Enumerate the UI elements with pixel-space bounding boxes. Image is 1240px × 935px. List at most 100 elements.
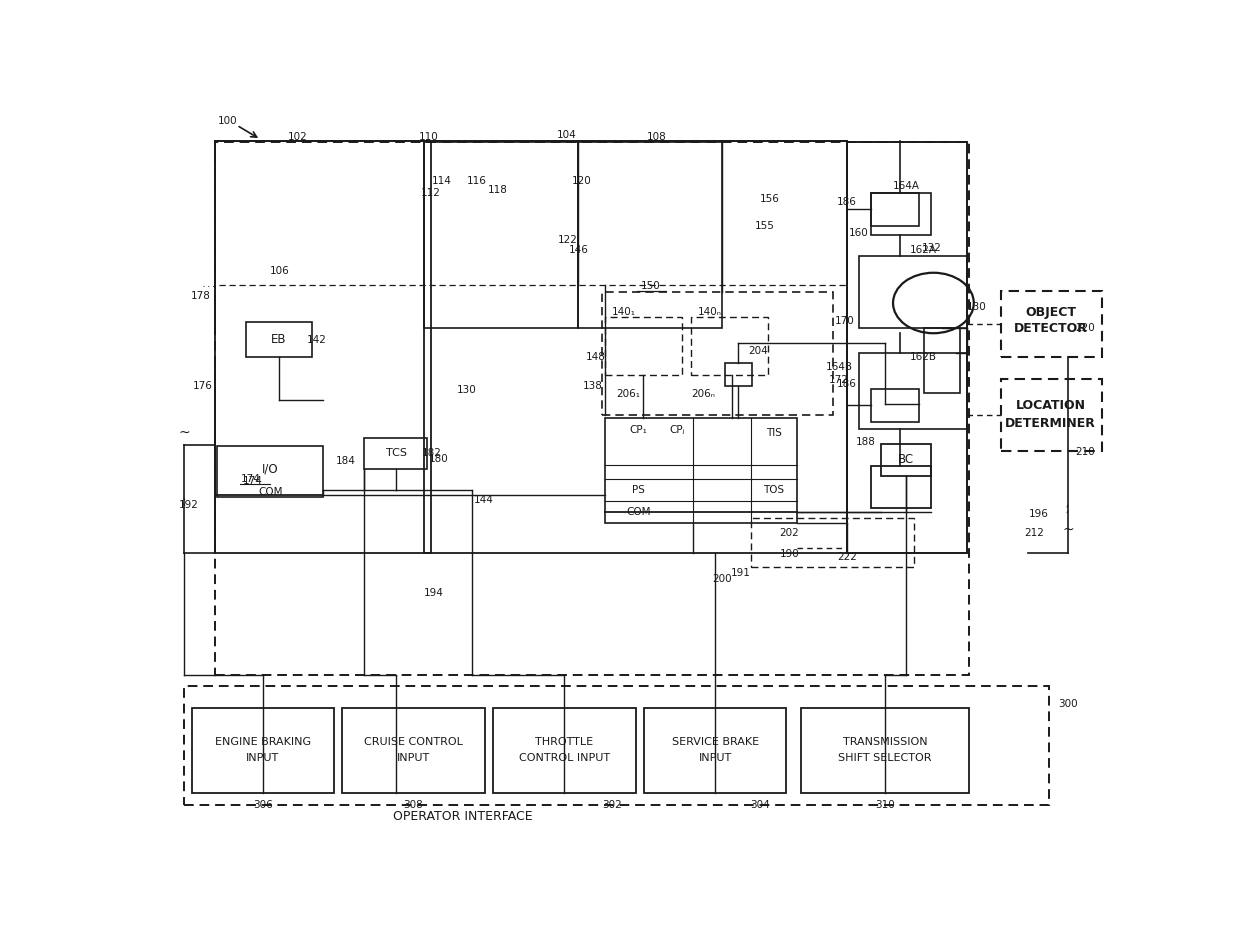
Text: 194: 194: [424, 588, 444, 598]
Text: 132: 132: [921, 242, 941, 252]
Text: 164A: 164A: [893, 180, 920, 191]
Text: 138: 138: [583, 381, 603, 391]
Text: LOCATION: LOCATION: [1016, 399, 1086, 412]
Bar: [751, 518, 914, 568]
Text: 176: 176: [193, 381, 213, 391]
Text: TRANSMISSION: TRANSMISSION: [842, 737, 928, 747]
Text: 174: 174: [241, 474, 262, 484]
Text: 186: 186: [837, 380, 857, 389]
Text: COM: COM: [626, 507, 651, 517]
Text: 188: 188: [856, 437, 877, 447]
Text: 182: 182: [422, 449, 441, 458]
Bar: [870, 389, 919, 422]
Bar: [1001, 379, 1101, 451]
Text: 300: 300: [1058, 699, 1078, 709]
Text: DETECTOR: DETECTOR: [1014, 322, 1087, 335]
Bar: [184, 686, 1049, 805]
Bar: [605, 317, 682, 375]
Text: 184: 184: [335, 455, 355, 466]
Bar: [1001, 291, 1101, 357]
Text: 310: 310: [875, 799, 895, 810]
Text: 206₁: 206₁: [616, 389, 640, 399]
Bar: [365, 439, 427, 468]
Bar: [691, 317, 768, 375]
Bar: [215, 142, 968, 675]
Text: 200: 200: [712, 574, 732, 583]
Text: 150: 150: [641, 281, 661, 292]
Bar: [424, 142, 578, 328]
Bar: [870, 193, 919, 226]
Text: EB: EB: [272, 333, 286, 346]
Text: 190: 190: [780, 549, 799, 559]
Text: 220: 220: [1075, 324, 1095, 333]
Text: 178: 178: [191, 291, 211, 301]
Text: 180: 180: [429, 454, 449, 464]
Bar: [859, 256, 967, 328]
Text: 186: 186: [837, 197, 857, 208]
Bar: [494, 708, 635, 793]
Bar: [424, 141, 847, 553]
Text: 100: 100: [218, 116, 238, 126]
Text: 144: 144: [474, 495, 494, 505]
Bar: [601, 292, 832, 414]
Text: 172: 172: [830, 375, 849, 385]
Bar: [578, 142, 722, 328]
Text: 302: 302: [603, 799, 622, 810]
Text: 140ₙ: 140ₙ: [698, 308, 722, 317]
Text: INPUT: INPUT: [397, 753, 430, 763]
Text: 210: 210: [1075, 447, 1095, 457]
Text: THROTTLE: THROTTLE: [536, 737, 594, 747]
Text: 102: 102: [288, 133, 308, 142]
Text: SHIFT SELECTOR: SHIFT SELECTOR: [838, 753, 931, 763]
Text: SERVICE BRAKE: SERVICE BRAKE: [672, 737, 759, 747]
Bar: [247, 323, 311, 357]
Text: 204: 204: [749, 346, 769, 356]
Text: 104: 104: [557, 130, 577, 140]
Text: 155: 155: [755, 221, 775, 231]
Bar: [801, 708, 968, 793]
Text: 306: 306: [253, 799, 273, 810]
Bar: [215, 141, 430, 553]
Text: 122: 122: [558, 236, 578, 245]
Text: 108: 108: [647, 133, 667, 142]
Text: 191: 191: [732, 568, 751, 578]
Text: CP₁: CP₁: [630, 425, 647, 436]
Text: 162A: 162A: [910, 245, 937, 255]
Text: 160: 160: [848, 228, 868, 238]
Text: 196: 196: [1029, 509, 1049, 519]
Text: 304: 304: [750, 799, 770, 810]
Text: CPⱼ: CPⱼ: [670, 425, 684, 436]
Bar: [924, 328, 960, 393]
Bar: [191, 708, 334, 793]
Bar: [342, 708, 485, 793]
Text: 142: 142: [306, 335, 326, 345]
Bar: [644, 708, 786, 793]
Text: 148: 148: [587, 352, 606, 362]
Text: 130: 130: [967, 302, 987, 311]
Text: 116: 116: [467, 177, 487, 186]
Text: 118: 118: [489, 185, 508, 195]
Text: 162B: 162B: [910, 352, 937, 362]
Bar: [217, 446, 324, 497]
Text: COM: COM: [258, 487, 283, 497]
Text: INPUT: INPUT: [698, 753, 732, 763]
Text: OPERATOR INTERFACE: OPERATOR INTERFACE: [393, 810, 532, 823]
Text: 170: 170: [835, 316, 854, 326]
Bar: [880, 444, 930, 476]
Text: ~: ~: [179, 425, 190, 439]
Text: 140₁: 140₁: [613, 308, 636, 317]
Text: CRUISE CONTROL: CRUISE CONTROL: [365, 737, 463, 747]
Text: 114: 114: [432, 177, 451, 186]
Text: 146: 146: [569, 245, 589, 255]
Text: TOS: TOS: [764, 485, 785, 496]
Text: INPUT: INPUT: [246, 753, 279, 763]
Text: 192: 192: [179, 499, 198, 510]
Text: PS: PS: [632, 485, 645, 496]
Text: 202: 202: [780, 528, 799, 539]
Bar: [859, 353, 967, 429]
Text: CONTROL INPUT: CONTROL INPUT: [518, 753, 610, 763]
Bar: [870, 193, 930, 235]
Text: BC: BC: [898, 453, 914, 467]
Text: 106: 106: [270, 266, 290, 276]
Text: ~: ~: [1063, 523, 1074, 537]
